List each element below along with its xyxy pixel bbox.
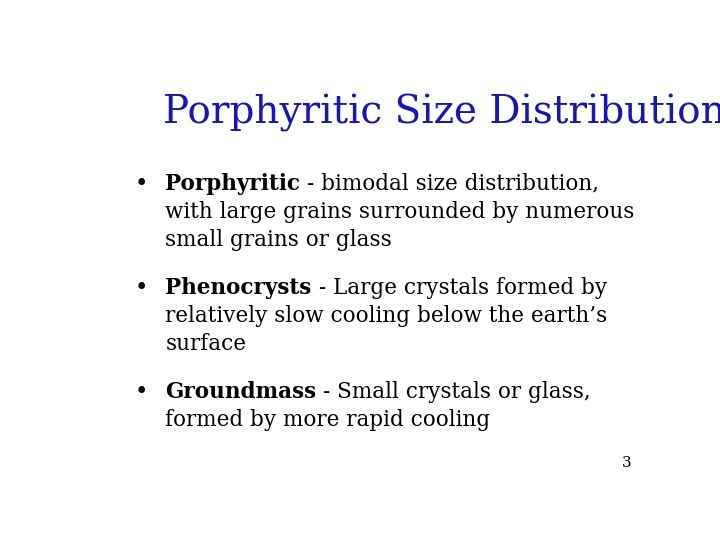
Text: •: •: [135, 381, 148, 403]
Text: relatively slow cooling below the earth’s: relatively slow cooling below the earth’…: [166, 305, 608, 327]
Text: with large grains surrounded by numerous: with large grains surrounded by numerous: [166, 201, 635, 223]
Text: •: •: [135, 173, 148, 195]
Text: Porphyritic Size Distribution: Porphyritic Size Distribution: [163, 94, 720, 132]
Text: •: •: [135, 277, 148, 299]
Text: Phenocrysts: Phenocrysts: [166, 277, 312, 299]
Text: Porphyritic: Porphyritic: [166, 173, 300, 195]
Text: formed by more rapid cooling: formed by more rapid cooling: [166, 409, 490, 431]
Text: 3: 3: [621, 456, 631, 470]
Text: Groundmass: Groundmass: [166, 381, 317, 403]
Text: - Small crystals or glass,: - Small crystals or glass,: [317, 381, 591, 403]
Text: small grains or glass: small grains or glass: [166, 230, 392, 252]
Text: - bimodal size distribution,: - bimodal size distribution,: [300, 173, 599, 195]
Text: - Large crystals formed by: - Large crystals formed by: [312, 277, 607, 299]
Text: surface: surface: [166, 333, 246, 355]
